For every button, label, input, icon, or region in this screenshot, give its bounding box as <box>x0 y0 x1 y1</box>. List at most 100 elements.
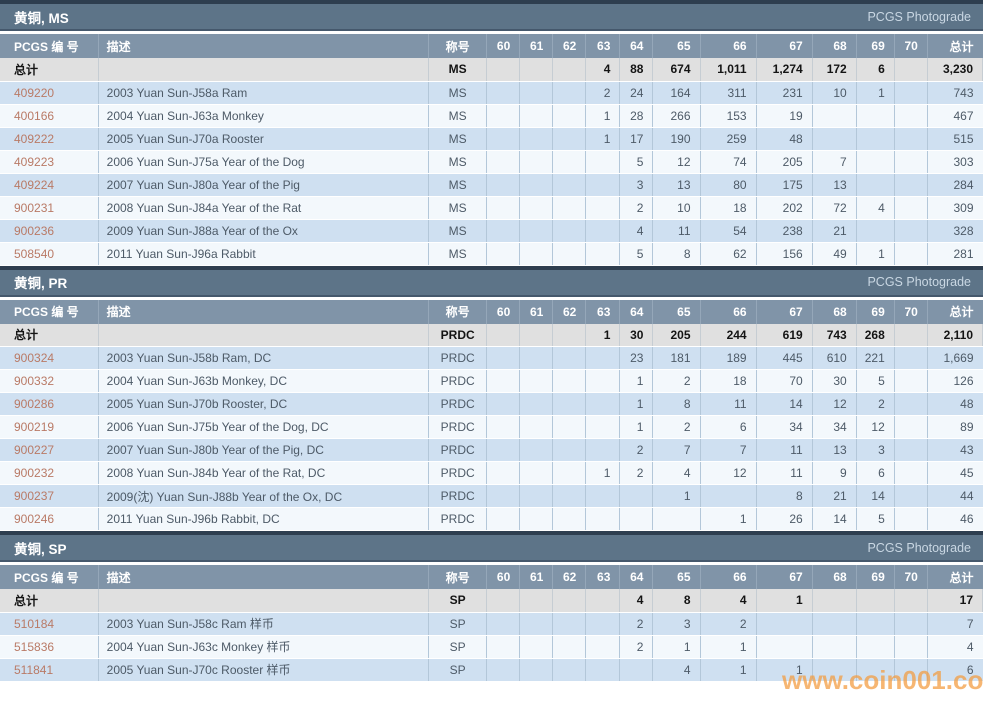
column-header-total: 总计 <box>927 565 983 589</box>
total-cell: 89 <box>927 415 983 439</box>
grade-cell-66: 311 <box>700 81 757 105</box>
grade-cell-70 <box>894 658 928 682</box>
pcgs-number-link[interactable]: 900219 <box>14 420 55 434</box>
column-header-total: 总计 <box>927 299 983 324</box>
column-header-row: PCGS 编 号描述 称号 60 61 62 63 64 65 66 67 68 69 70 总计 <box>0 299 983 324</box>
grade-cell-66: 7 <box>700 438 757 462</box>
table-row: 409220 2003 Yuan Sun-J58a Ram MS 2 24 164 311 2… <box>0 81 983 105</box>
grade-cell-64: 5 <box>619 150 654 174</box>
grade-cell-66: 12 <box>700 461 757 485</box>
column-header-grade-63: 63 <box>585 34 621 58</box>
grade-cell-66: 80 <box>700 173 757 197</box>
table-row: 900237 2009(沈) Yuan Sun-J88b Year of the … <box>0 484 983 508</box>
table-row: 515836 2004 Yuan Sun-J63c Monkey 样币 SP 2 1 1 4 <box>0 635 983 659</box>
grade-cell-65: 12 <box>652 150 701 174</box>
grade-cell-61 <box>519 589 554 613</box>
grade-cell-67: 8 <box>756 484 813 508</box>
designation-cell: PRDC <box>428 438 488 462</box>
photograde-link[interactable]: PCGS Photograde <box>867 9 971 24</box>
grade-cell-64: 2 <box>619 635 654 659</box>
grade-cell-69: 1 <box>856 242 895 266</box>
pcgs-number-cell: 409222 <box>0 127 99 151</box>
pcgs-number-link[interactable]: 400166 <box>14 108 55 123</box>
designation-cell: MS <box>428 219 488 243</box>
grade-cell-63 <box>585 484 621 508</box>
pcgs-number-link[interactable]: 900232 <box>14 466 55 480</box>
table-row: 900231 2008 Yuan Sun-J84a Year of the Rat… <box>0 196 983 220</box>
designation-cell: PRDC <box>428 369 488 393</box>
grade-cell-60 <box>486 127 521 151</box>
grade-cell-64 <box>619 658 654 682</box>
column-header-row: PCGS 编 号描述 称号 60 61 62 63 64 65 66 67 68 69 70 总计 <box>0 34 983 58</box>
grade-cell-67: 205 <box>756 150 813 174</box>
pcgs-number-link[interactable]: 515836 <box>14 639 55 654</box>
grade-cell-65: 8 <box>652 242 701 266</box>
pcgs-number-link[interactable]: 510184 <box>14 616 55 631</box>
grade-cell-65: 1 <box>652 635 701 659</box>
pcgs-number-link[interactable]: 900324 <box>14 351 55 365</box>
table-row: 900286 2005 Yuan Sun-J70b Rooster, DC PRDC… <box>0 392 983 416</box>
pcgs-number-link[interactable]: 900246 <box>14 512 55 526</box>
table-row: 400166 2004 Yuan Sun-J63a Monkey MS 1 28 266 1… <box>0 104 983 128</box>
pcgs-number-link[interactable]: 900237 <box>14 489 55 503</box>
grade-cell-63 <box>585 346 621 370</box>
designation-cell: PRDC <box>428 484 488 508</box>
grade-cell-64: 24 <box>619 81 654 105</box>
grade-cell-69 <box>856 104 895 128</box>
pcgs-number-link[interactable]: 409220 <box>14 85 55 100</box>
pcgs-number-link[interactable]: 409222 <box>14 131 55 146</box>
column-header-grade-69: 69 <box>856 34 895 58</box>
grade-cell-70 <box>894 173 928 197</box>
grade-cell-70 <box>894 150 928 174</box>
grade-cell-69 <box>856 150 895 174</box>
grade-cell-68: 743 <box>812 323 857 347</box>
grade-cell-68: 34 <box>812 415 857 439</box>
designation-cell: PRDC <box>428 507 488 531</box>
grade-cell-68: 7 <box>812 150 857 174</box>
total-cell: 309 <box>927 196 983 220</box>
grade-cell-68 <box>812 658 857 682</box>
grade-cell-62 <box>552 484 587 508</box>
grade-cell-65 <box>652 507 701 531</box>
column-header-pcgs-number: PCGS 编 号 <box>0 299 99 324</box>
pcgs-number-cell: 900236 <box>0 219 99 243</box>
pcgs-number-link[interactable]: 409224 <box>14 177 55 192</box>
photograde-link[interactable]: PCGS Photograde <box>867 540 971 555</box>
pcgs-number-link[interactable]: 900286 <box>14 397 55 411</box>
table-row: 900227 2007 Yuan Sun-J80b Year of the Pig… <box>0 438 983 462</box>
pcgs-number-link[interactable]: 900332 <box>14 374 55 388</box>
column-header-grade-65: 65 <box>652 34 701 58</box>
column-header-grade-65: 65 <box>652 565 701 589</box>
pcgs-number-link[interactable]: 900227 <box>14 443 55 457</box>
pcgs-number-cell: 900219 <box>0 415 99 439</box>
grade-cell-65: 1 <box>652 484 701 508</box>
grade-cell-70 <box>894 369 928 393</box>
grade-cell-61 <box>519 58 554 82</box>
pcgs-number-link[interactable]: 511841 <box>14 662 54 677</box>
report-section: 黄铜, MS PCGS Photograde PCGS 编 号描述 称号 60 61 62 6… <box>0 0 983 266</box>
grade-cell-62 <box>552 219 587 243</box>
grade-cell-70 <box>894 346 928 370</box>
grade-cell-68: 14 <box>812 507 857 531</box>
column-header-grade-69: 69 <box>856 299 895 324</box>
grade-cell-68: 30 <box>812 369 857 393</box>
pcgs-number-link[interactable]: 409223 <box>14 154 55 169</box>
grade-cell-66: 244 <box>700 323 757 347</box>
pcgs-number-link[interactable]: 900231 <box>14 200 55 215</box>
pcgs-number-link[interactable]: 508540 <box>14 246 55 261</box>
pcgs-number-link[interactable]: 900236 <box>14 223 55 238</box>
designation-cell: SP <box>428 589 488 613</box>
photograde-link[interactable]: PCGS Photograde <box>867 275 971 289</box>
grade-cell-61 <box>519 484 554 508</box>
grade-cell-65: 205 <box>652 323 701 347</box>
column-header-grade-67: 67 <box>756 299 813 324</box>
total-row-description <box>98 323 430 347</box>
column-header-pcgs-number: PCGS 编 号 <box>0 565 99 589</box>
grade-cell-63 <box>585 242 621 266</box>
grade-cell-69: 6 <box>856 461 895 485</box>
table-row: 900332 2004 Yuan Sun-J63b Monkey, DC PRDC 1… <box>0 369 983 393</box>
grade-cell-65: 8 <box>652 392 701 416</box>
grade-cell-66: 189 <box>700 346 757 370</box>
grade-cell-63: 2 <box>585 81 621 105</box>
grade-cell-66: 1 <box>700 635 757 659</box>
